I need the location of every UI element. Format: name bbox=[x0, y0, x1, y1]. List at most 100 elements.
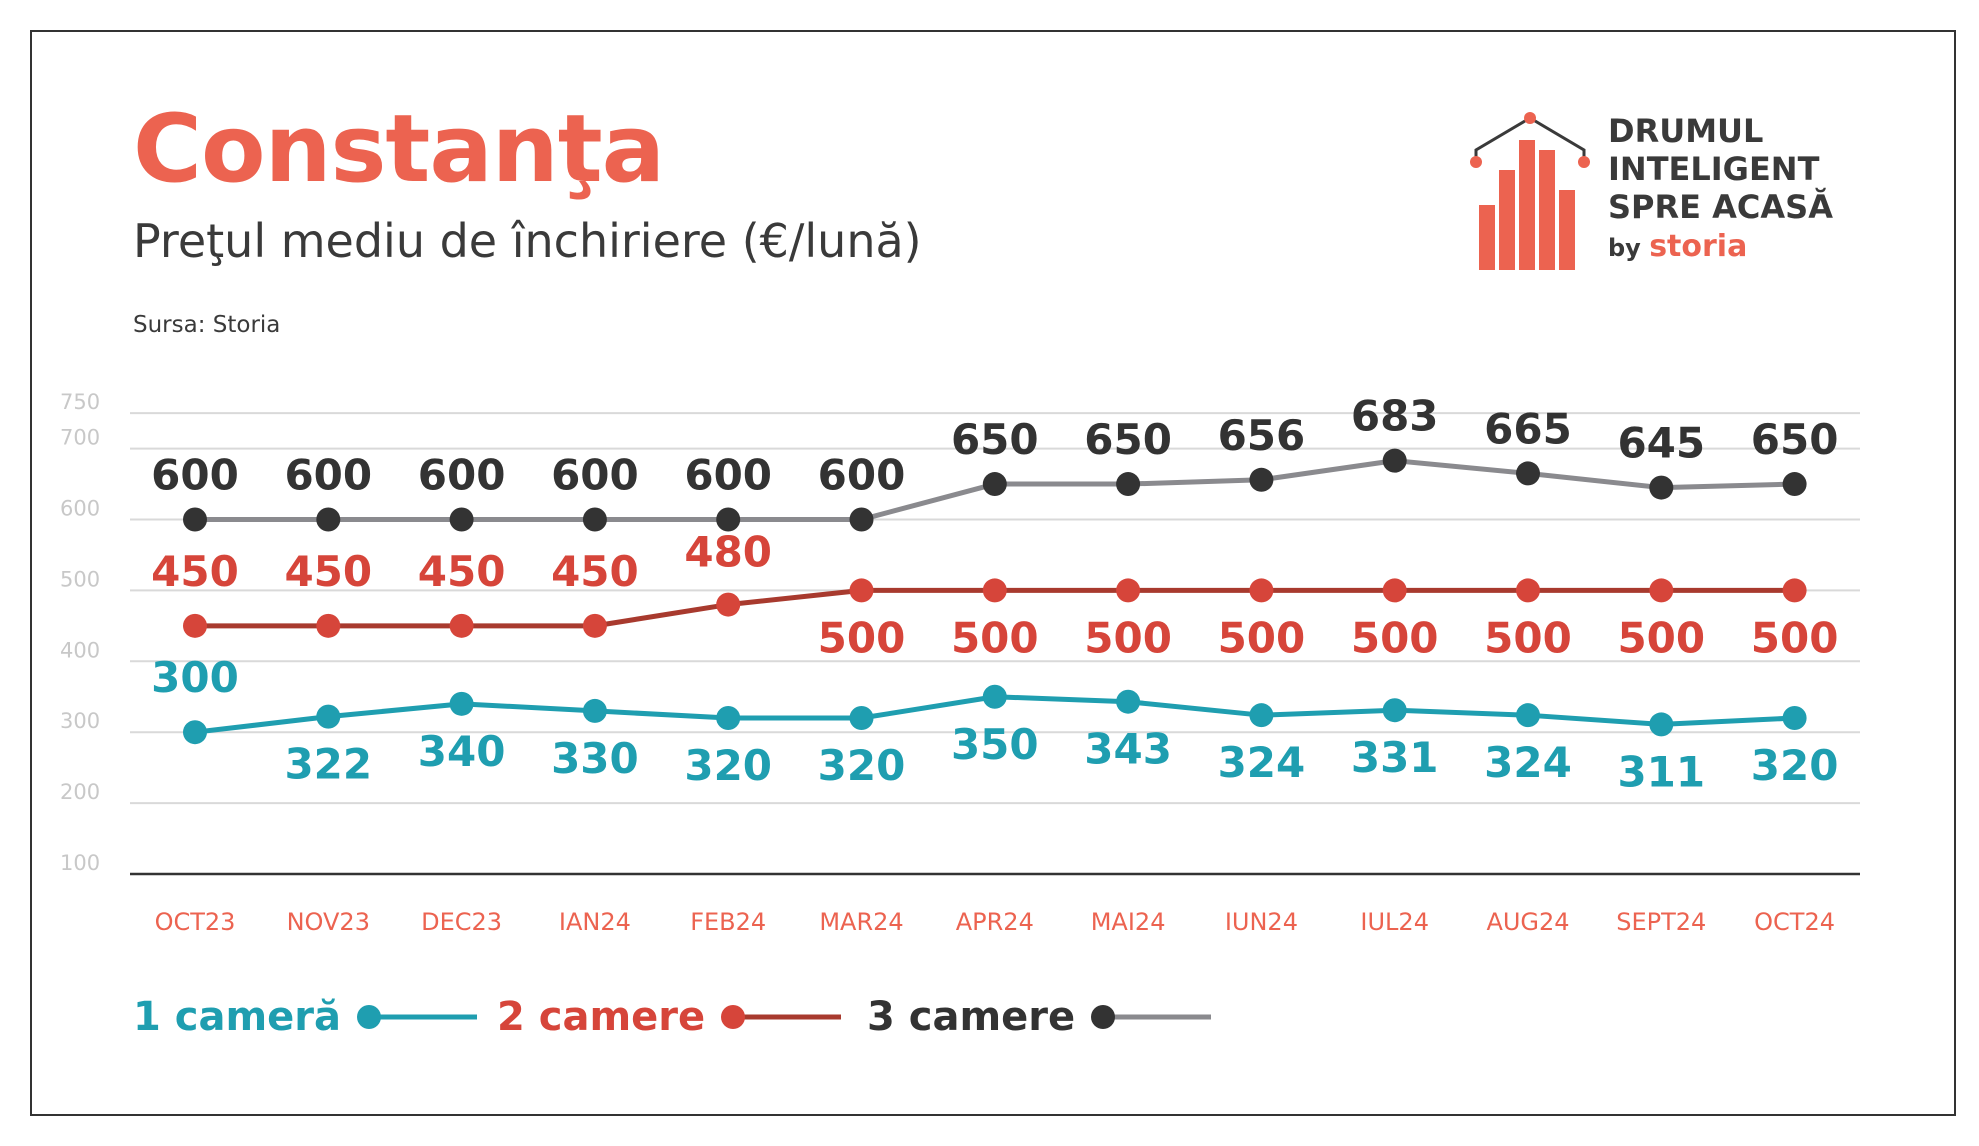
data-point-two-rooms bbox=[1649, 578, 1674, 603]
x-tick-label: OCT24 bbox=[1754, 908, 1835, 936]
x-tick-label: MAR24 bbox=[819, 908, 903, 936]
data-point-three-rooms bbox=[1782, 472, 1807, 497]
x-tick-label: MAI24 bbox=[1091, 908, 1166, 936]
y-tick-label: 700 bbox=[60, 426, 100, 450]
legend-label-3-camere: 3 camere bbox=[867, 994, 1076, 1040]
data-label-three-rooms: 645 bbox=[1617, 419, 1705, 468]
data-point-two-rooms bbox=[849, 578, 874, 603]
logo-by: by bbox=[1608, 234, 1641, 262]
x-tick-label: NOV23 bbox=[287, 908, 370, 936]
storia-logo-icon bbox=[1470, 112, 1590, 270]
y-tick-label: 400 bbox=[60, 638, 100, 662]
data-label-three-rooms: 600 bbox=[551, 451, 639, 500]
data-label-three-rooms: 656 bbox=[1218, 411, 1306, 460]
data-point-one-room bbox=[582, 698, 607, 723]
data-label-three-rooms: 650 bbox=[951, 415, 1039, 464]
data-label-two-rooms: 450 bbox=[551, 547, 639, 596]
data-point-three-rooms bbox=[1116, 472, 1141, 497]
data-point-three-rooms bbox=[982, 472, 1007, 497]
source-note: Sursa: Storia bbox=[133, 312, 281, 338]
data-label-three-rooms: 650 bbox=[1751, 415, 1839, 464]
chart-subtitle: Preţul mediu de închiriere (€/lună) bbox=[133, 214, 922, 268]
legend-marker-2-camere bbox=[721, 1005, 842, 1029]
data-point-three-rooms bbox=[849, 507, 874, 532]
data-point-one-room bbox=[316, 704, 341, 729]
data-point-one-room bbox=[1649, 712, 1674, 737]
logo-line-1: DRUMUL bbox=[1608, 112, 1764, 150]
data-point-two-rooms bbox=[1249, 578, 1274, 603]
data-label-three-rooms: 683 bbox=[1351, 392, 1439, 441]
y-tick-label: 100 bbox=[60, 851, 100, 875]
data-label-one-room: 300 bbox=[151, 653, 239, 702]
x-tick-label: IUL24 bbox=[1360, 908, 1429, 936]
data-point-three-rooms bbox=[716, 507, 741, 532]
data-point-one-room bbox=[1516, 703, 1540, 728]
data-label-two-rooms: 450 bbox=[418, 547, 506, 596]
data-point-two-rooms bbox=[982, 578, 1007, 603]
data-label-one-room: 311 bbox=[1617, 747, 1705, 796]
y-tick-label: 600 bbox=[60, 497, 100, 521]
data-label-two-rooms: 500 bbox=[1617, 613, 1705, 662]
legend-marker-1-camera bbox=[357, 1005, 477, 1029]
data-point-two-rooms bbox=[183, 613, 207, 638]
data-point-three-rooms bbox=[449, 507, 474, 532]
data-label-one-room: 322 bbox=[284, 740, 372, 789]
logo-byline: by storia bbox=[1608, 232, 1747, 263]
data-point-three-rooms bbox=[1382, 448, 1407, 473]
data-point-one-room bbox=[1782, 706, 1807, 731]
data-point-one-room bbox=[449, 691, 474, 716]
data-label-one-room: 320 bbox=[818, 741, 906, 790]
data-point-three-rooms bbox=[1649, 475, 1674, 500]
data-label-three-rooms: 665 bbox=[1484, 404, 1572, 453]
logo-brand: storia bbox=[1649, 229, 1748, 264]
legend-item-2-camere: 2 camere bbox=[497, 992, 844, 1042]
chart-frame bbox=[30, 30, 1956, 1116]
data-label-one-room: 330 bbox=[551, 734, 639, 783]
data-label-three-rooms: 600 bbox=[151, 451, 239, 500]
x-tick-label: AUG24 bbox=[1486, 908, 1569, 936]
data-label-three-rooms: 600 bbox=[684, 451, 772, 500]
data-label-one-room: 340 bbox=[418, 727, 506, 776]
logo-line-3: SPRE ACASĂ bbox=[1608, 188, 1833, 226]
data-label-two-rooms: 480 bbox=[684, 528, 772, 577]
data-label-two-rooms: 500 bbox=[951, 613, 1039, 662]
data-label-two-rooms: 450 bbox=[151, 547, 239, 596]
data-label-three-rooms: 600 bbox=[418, 451, 506, 500]
data-point-three-rooms bbox=[316, 507, 341, 532]
y-tick-label: 300 bbox=[60, 709, 100, 733]
data-label-one-room: 324 bbox=[1218, 738, 1306, 787]
data-point-one-room bbox=[1116, 689, 1141, 714]
data-point-two-rooms bbox=[1116, 578, 1141, 603]
data-point-one-room bbox=[982, 684, 1007, 709]
data-label-three-rooms: 600 bbox=[818, 451, 906, 500]
legend-marker-3-camere bbox=[1091, 1005, 1212, 1029]
data-point-two-rooms bbox=[1782, 578, 1807, 603]
data-label-two-rooms: 450 bbox=[284, 547, 372, 596]
data-label-one-room: 350 bbox=[951, 720, 1039, 769]
logo-line-2: INTELIGENT bbox=[1608, 150, 1820, 188]
data-point-two-rooms bbox=[1516, 578, 1540, 603]
data-point-three-rooms bbox=[1249, 467, 1274, 492]
data-point-two-rooms bbox=[582, 613, 607, 638]
data-label-one-room: 343 bbox=[1084, 725, 1172, 774]
data-label-two-rooms: 500 bbox=[1218, 613, 1306, 662]
data-point-two-rooms bbox=[1382, 578, 1407, 603]
data-label-one-room: 320 bbox=[684, 741, 772, 790]
legend-label-1-camera: 1 cameră bbox=[133, 994, 341, 1040]
logo-wordmark: DRUMUL INTELIGENT SPRE ACASĂ bbox=[1608, 112, 1833, 226]
data-label-two-rooms: 500 bbox=[1351, 613, 1439, 662]
data-point-three-rooms bbox=[1516, 461, 1540, 486]
x-tick-label: DEC23 bbox=[421, 908, 502, 936]
data-point-two-rooms bbox=[316, 613, 341, 638]
chart-title: Constanţa bbox=[133, 95, 665, 204]
y-tick-label: 500 bbox=[60, 567, 100, 591]
data-label-one-room: 320 bbox=[1751, 741, 1839, 790]
legend-item-1-camera: 1 cameră bbox=[133, 992, 480, 1042]
x-tick-label: SEPT24 bbox=[1616, 908, 1706, 936]
x-tick-label: APR24 bbox=[956, 908, 1034, 936]
data-point-one-room bbox=[849, 706, 874, 731]
y-tick-label: 200 bbox=[60, 780, 100, 804]
data-label-two-rooms: 500 bbox=[1084, 613, 1172, 662]
data-point-one-room bbox=[1249, 703, 1274, 728]
x-tick-label: IUN24 bbox=[1225, 908, 1298, 936]
